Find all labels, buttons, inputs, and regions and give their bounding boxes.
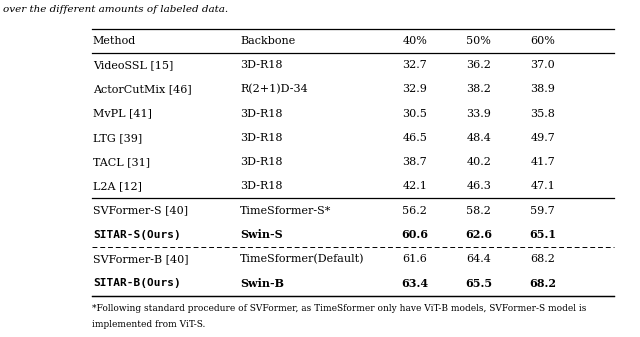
Text: 3D-R18: 3D-R18 — [240, 181, 282, 191]
Text: R(2+1)D-34: R(2+1)D-34 — [240, 84, 308, 94]
Text: 48.4: 48.4 — [467, 133, 491, 143]
Text: 58.2: 58.2 — [467, 206, 491, 216]
Text: 38.2: 38.2 — [467, 84, 491, 94]
Text: 64.4: 64.4 — [467, 254, 491, 264]
Text: 56.2: 56.2 — [403, 206, 427, 216]
Text: 32.9: 32.9 — [403, 84, 427, 94]
Text: 49.7: 49.7 — [531, 133, 555, 143]
Text: 40.2: 40.2 — [467, 157, 491, 167]
Text: SITAR-S(Ours): SITAR-S(Ours) — [93, 230, 180, 240]
Text: 50%: 50% — [467, 36, 491, 46]
Text: 38.9: 38.9 — [531, 84, 555, 94]
Text: MvPL [41]: MvPL [41] — [93, 109, 152, 119]
Text: TimeSformer-S*: TimeSformer-S* — [240, 206, 332, 216]
Text: 62.6: 62.6 — [465, 229, 492, 240]
Text: 36.2: 36.2 — [467, 60, 491, 70]
Text: 30.5: 30.5 — [403, 109, 427, 119]
Text: 68.2: 68.2 — [529, 278, 556, 289]
Text: 37.0: 37.0 — [531, 60, 555, 70]
Text: 60%: 60% — [531, 36, 555, 46]
Text: TimeSformer(Default): TimeSformer(Default) — [240, 254, 365, 264]
Text: 60.6: 60.6 — [401, 229, 428, 240]
Text: 42.1: 42.1 — [403, 181, 427, 191]
Text: SVFormer-B [40]: SVFormer-B [40] — [93, 254, 188, 264]
Text: Backbone: Backbone — [240, 36, 295, 46]
Text: LTG [39]: LTG [39] — [93, 133, 142, 143]
Text: 38.7: 38.7 — [403, 157, 427, 167]
Text: implemented from ViT-S.: implemented from ViT-S. — [92, 320, 205, 329]
Text: *Following standard procedure of SVFormer, as TimeSformer only have ViT-B models: *Following standard procedure of SVForme… — [92, 304, 586, 313]
Text: 68.2: 68.2 — [531, 254, 555, 264]
Text: Method: Method — [93, 36, 136, 46]
Text: 32.7: 32.7 — [403, 60, 427, 70]
Text: 33.9: 33.9 — [467, 109, 491, 119]
Text: 41.7: 41.7 — [531, 157, 555, 167]
Text: SITAR-B(Ours): SITAR-B(Ours) — [93, 278, 180, 288]
Text: 61.6: 61.6 — [403, 254, 427, 264]
Text: TACL [31]: TACL [31] — [93, 157, 150, 167]
Text: L2A [12]: L2A [12] — [93, 181, 142, 191]
Text: 35.8: 35.8 — [531, 109, 555, 119]
Text: 65.1: 65.1 — [529, 229, 556, 240]
Text: 65.5: 65.5 — [465, 278, 492, 289]
Text: SVFormer-S [40]: SVFormer-S [40] — [93, 206, 188, 216]
Text: 46.5: 46.5 — [403, 133, 427, 143]
Text: 3D-R18: 3D-R18 — [240, 133, 282, 143]
Text: 3D-R18: 3D-R18 — [240, 60, 282, 70]
Text: 47.1: 47.1 — [531, 181, 555, 191]
Text: VideoSSL [15]: VideoSSL [15] — [93, 60, 173, 70]
Text: over the different amounts of labeled data.: over the different amounts of labeled da… — [3, 5, 228, 14]
Text: ActorCutMix [46]: ActorCutMix [46] — [93, 84, 191, 94]
Text: 63.4: 63.4 — [401, 278, 428, 289]
Text: 46.3: 46.3 — [467, 181, 491, 191]
Text: 40%: 40% — [403, 36, 427, 46]
Text: 3D-R18: 3D-R18 — [240, 109, 282, 119]
Text: 3D-R18: 3D-R18 — [240, 157, 282, 167]
Text: Swin-S: Swin-S — [240, 229, 283, 240]
Text: 59.7: 59.7 — [531, 206, 555, 216]
Text: Swin-B: Swin-B — [240, 278, 284, 289]
